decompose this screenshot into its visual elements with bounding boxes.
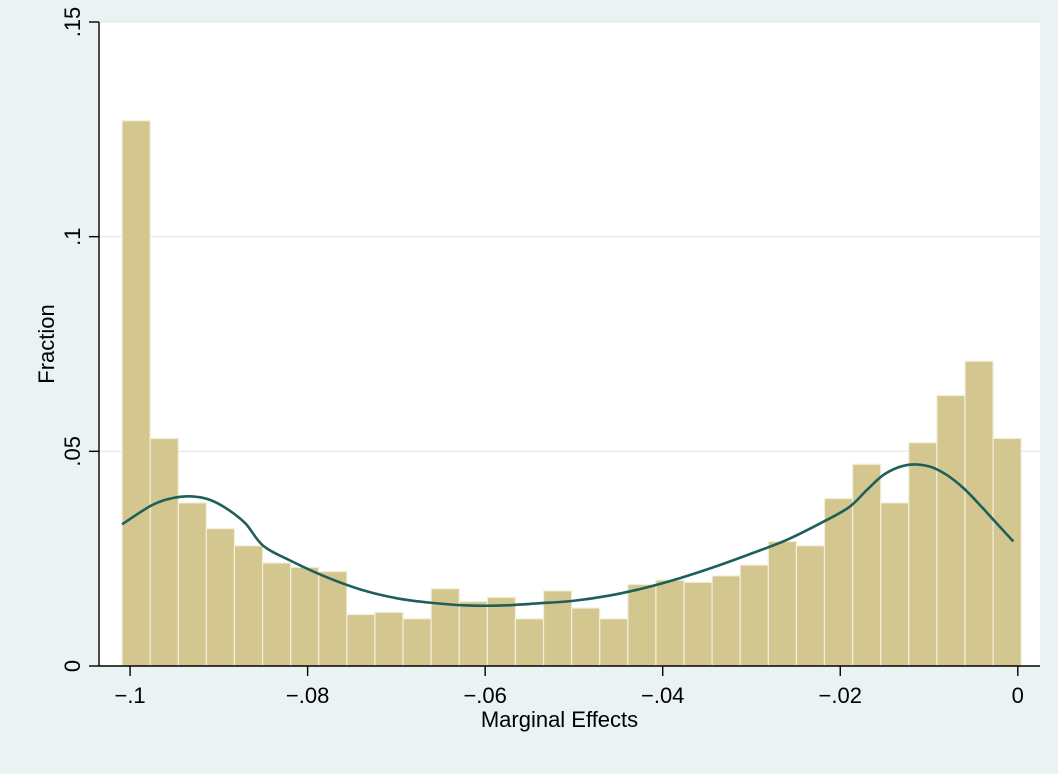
histogram-bar: [233, 545, 264, 667]
x-tick-label: −.06: [463, 683, 506, 708]
histogram-bar: [627, 583, 657, 667]
histogram-bar: [177, 502, 207, 667]
histogram-bar: [683, 581, 713, 667]
density-curve-layer: [121, 463, 1015, 608]
histogram-bar: [486, 596, 517, 667]
histogram-bar: [795, 545, 826, 667]
y-tick-label: .1: [60, 227, 85, 245]
histogram-bar: [205, 528, 236, 667]
histogram-bar: [767, 540, 798, 667]
y-axis-ticks: 0 .05 .1 .15: [60, 7, 99, 672]
histogram-bar: [458, 600, 488, 667]
histogram-bar: [149, 437, 179, 667]
histogram-bar: [290, 566, 320, 667]
x-tick-label: −.04: [641, 683, 684, 708]
x-tick-label: −.1: [114, 683, 145, 708]
x-axis-ticks: −.1 −.08 −.06 −.04 −.02 0: [114, 666, 1024, 708]
y-tick-label: 0: [60, 660, 85, 672]
histogram-bar: [514, 618, 545, 667]
x-tick-label: −.08: [286, 683, 329, 708]
histogram-bar: [318, 570, 348, 667]
histogram-bar: [346, 613, 376, 667]
gridlines: [99, 21, 1040, 453]
histogram-bars: [121, 120, 1022, 667]
histogram-bar: [655, 579, 685, 667]
histogram-bar: [908, 442, 938, 667]
y-tick-label: .05: [60, 436, 85, 467]
histogram-bar: [936, 394, 966, 667]
histogram-bar: [430, 588, 460, 667]
density-curve: [121, 463, 1015, 608]
histogram-bar: [121, 120, 151, 667]
histogram-bar: [711, 575, 741, 667]
y-tick-label: .15: [60, 7, 85, 38]
y-axis-title: Fraction: [34, 304, 59, 383]
histogram-bar: [739, 564, 769, 667]
histogram-bar: [851, 463, 882, 667]
histogram-bar: [374, 611, 404, 667]
histogram-bar: [261, 562, 292, 667]
x-tick-label: −.02: [819, 683, 862, 708]
histogram-bar: [992, 437, 1022, 667]
x-tick-label: 0: [1012, 683, 1024, 708]
axes: [98, 22, 1040, 667]
histogram-bar: [402, 618, 432, 667]
histogram-bar: [599, 618, 629, 667]
histogram-bar: [880, 502, 910, 667]
histogram-bar: [571, 607, 601, 667]
histogram-bar: [823, 497, 854, 667]
x-axis-title: Marginal Effects: [481, 707, 638, 732]
